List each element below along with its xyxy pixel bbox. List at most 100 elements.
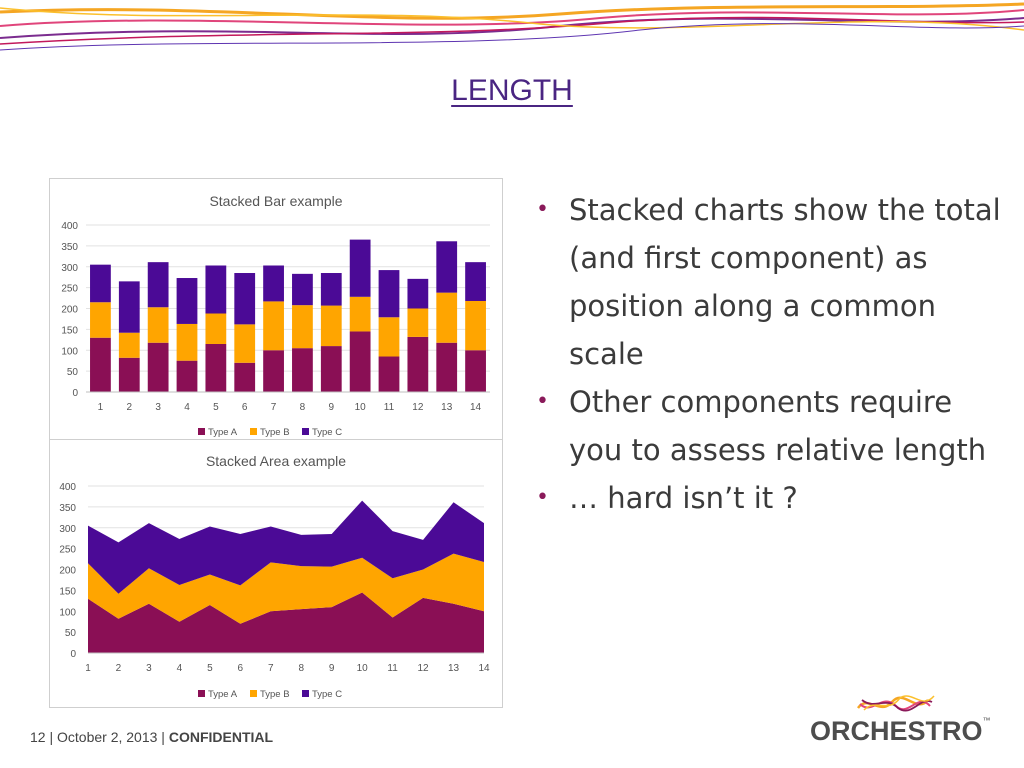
x-tick-label: 14 <box>478 663 490 674</box>
page-number: 12 <box>30 729 46 745</box>
y-tick-label: 350 <box>59 503 76 514</box>
bar-segment-type-b <box>176 323 198 361</box>
bar-segment-type-c <box>205 265 227 314</box>
bullet-item: • Stacked charts show the total (and firs… <box>534 186 1004 378</box>
x-tick-label: 8 <box>300 402 306 413</box>
x-tick-label: 6 <box>238 663 244 674</box>
bar-segment-type-c <box>320 273 342 306</box>
legend-label: Type C <box>312 689 342 700</box>
bar-segment-type-b <box>263 301 284 351</box>
bullet-dot-icon: • <box>536 389 549 414</box>
bar-segment-type-c <box>263 265 284 302</box>
legend-label: Type B <box>260 427 290 438</box>
y-tick-label: 200 <box>61 305 78 316</box>
bar-segment-type-b <box>90 302 111 338</box>
bar-segment-type-a <box>292 348 313 392</box>
x-tick-label: 5 <box>213 402 219 413</box>
x-tick-label: 11 <box>387 663 398 674</box>
bar-segment-type-b <box>465 300 486 351</box>
x-tick-label: 8 <box>298 663 304 674</box>
x-tick-label: 5 <box>207 663 213 674</box>
bar-segment-type-c <box>436 241 458 293</box>
y-tick-label: 300 <box>61 263 78 274</box>
footer-date: October 2, 2013 <box>57 729 158 745</box>
x-tick-label: 3 <box>146 663 152 674</box>
y-tick-label: 50 <box>65 628 77 639</box>
confidential-label: CONFIDENTIAL <box>168 729 274 745</box>
area-type-c <box>88 500 484 594</box>
y-tick-label: 400 <box>61 221 78 232</box>
stacked-area-chart: Stacked Area example05010015020025030035… <box>59 453 490 700</box>
slide-title: LENGTH <box>451 74 573 107</box>
chart-title: Stacked Area example <box>206 453 346 469</box>
charts-panel: Stacked Bar example 0 50 100 150 200 250 300 350… <box>49 178 503 708</box>
y-tick-label: 100 <box>59 607 76 618</box>
legend-label: Type C <box>312 427 342 438</box>
x-tick-label: 10 <box>355 402 367 413</box>
bar-segment-type-b <box>292 305 313 349</box>
x-tick-label: 1 <box>98 402 104 413</box>
bar-segment-type-b <box>234 324 256 363</box>
legend-swatch <box>250 428 257 435</box>
bar-segment-type-c <box>147 262 169 308</box>
x-tick-label: 14 <box>470 402 482 413</box>
bar-segment-type-c <box>234 273 256 325</box>
legend-label: Type B <box>260 689 290 700</box>
x-tick-label: 11 <box>384 402 395 413</box>
x-tick-label: 12 <box>418 663 430 674</box>
x-tick-label: 4 <box>177 663 183 674</box>
bar-segment-type-a <box>378 356 400 392</box>
bar-segment-type-b <box>205 313 227 344</box>
legend-swatch <box>250 690 257 697</box>
bar-segment-type-c <box>118 281 140 333</box>
x-tick-label: 4 <box>184 402 190 413</box>
slide-footer: 12 | October 2, 2013 | CONFIDENTIAL <box>30 729 274 745</box>
bar-segment-type-c <box>407 278 429 309</box>
legend-swatch <box>302 428 309 435</box>
legend-swatch <box>302 690 309 697</box>
bar-segment-type-a <box>349 331 371 392</box>
bar-segment-type-a <box>176 360 198 392</box>
bar-segment-type-b <box>320 305 342 347</box>
bar-segment-type-c <box>176 278 198 324</box>
x-tick-label: 2 <box>116 663 122 674</box>
bullet-item: • Other components require you to assess … <box>534 378 1004 474</box>
x-tick-label: 7 <box>271 402 277 413</box>
bar-segment-type-a <box>118 357 140 392</box>
area-type-a <box>88 592 484 653</box>
bullet-list: • Stacked charts show the total (and firs… <box>534 186 1004 522</box>
bar-segment-type-b <box>349 296 371 332</box>
x-tick-label: 10 <box>357 663 369 674</box>
x-tick-label: 13 <box>448 663 460 674</box>
x-tick-label: 13 <box>441 402 453 413</box>
bar-segment-type-a <box>465 350 486 392</box>
decorative-ribbon-banner <box>0 2 1024 51</box>
orchestro-logo-text: ORCHESTRO™ <box>810 716 991 746</box>
y-tick-label: 0 <box>72 388 78 399</box>
x-tick-label: 7 <box>268 663 274 674</box>
bar-segment-type-a <box>407 336 429 392</box>
y-tick-label: 50 <box>67 367 79 378</box>
y-tick-label: 400 <box>59 482 76 493</box>
y-tick-label: 0 <box>70 649 76 660</box>
x-tick-label: 3 <box>155 402 161 413</box>
bar-segment-type-a <box>320 346 342 392</box>
area-type-b <box>88 553 484 624</box>
x-tick-label: 9 <box>329 663 335 674</box>
y-tick-label: 250 <box>61 284 78 295</box>
orchestro-wave-logo-icon <box>856 695 935 712</box>
legend-label: Type A <box>208 427 238 438</box>
chart-title: Stacked Bar example <box>209 193 342 209</box>
bar-segment-type-b <box>378 317 400 357</box>
bar-segment-type-b <box>407 308 429 337</box>
y-tick-label: 100 <box>61 346 78 357</box>
bullet-item: •… hard isn’t it ? <box>534 474 1004 522</box>
bar-segment-type-b <box>436 292 458 343</box>
bar-segment-type-a <box>205 343 227 392</box>
bar-segment-type-a <box>90 337 111 392</box>
bar-segment-type-c <box>378 270 400 318</box>
y-tick-label: 150 <box>61 325 78 336</box>
bar-segment-type-a <box>147 342 169 392</box>
y-tick-label: 150 <box>59 586 76 597</box>
x-tick-label: 9 <box>329 402 335 413</box>
